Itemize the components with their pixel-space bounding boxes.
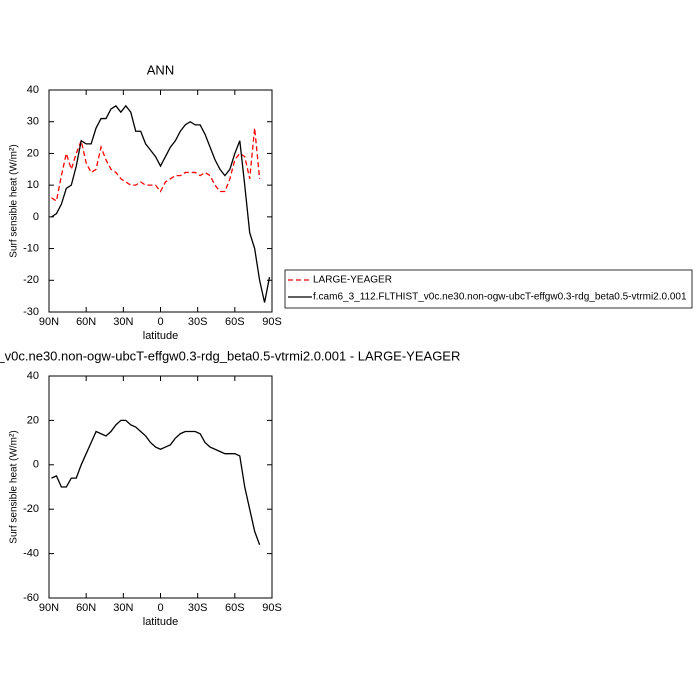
plot-frame [48, 375, 273, 599]
x-tick-label: 0 [157, 316, 163, 328]
y-axis-label: Surf sensible heat (W/m²) [9, 430, 20, 543]
y-tick-label: 20 [27, 414, 39, 426]
legend-label: f.cam6_3_112.FLTHIST_v0c.ne30.non-ogw-ub… [313, 292, 687, 303]
y-tick-label: -10 [23, 242, 39, 254]
x-tick-label: 90S [262, 602, 282, 614]
y-tick-label: 40 [27, 370, 39, 382]
legend-box [284, 269, 693, 309]
x-tick-label: 90S [262, 316, 282, 328]
chart-title: f.cam6_3_112.FLTHIST_v0c.ne30.non-ogw-ub… [0, 348, 460, 363]
x-tick-label: 30S [188, 602, 208, 614]
y-tick-label: 0 [33, 459, 39, 471]
y-axis-label: Surf sensible heat (W/m²) [9, 144, 20, 257]
x-tick-label: 60S [225, 316, 245, 328]
x-axis-label: latitude [143, 330, 178, 342]
plot-frame [48, 89, 273, 313]
y-tick-label: 10 [27, 179, 39, 191]
y-tick-label: 0 [33, 211, 39, 223]
y-tick-label: 20 [27, 147, 39, 159]
x-tick-label: 30S [188, 316, 208, 328]
x-tick-label: 90N [39, 602, 59, 614]
y-tick-label: 40 [27, 84, 39, 96]
series-line [51, 127, 261, 203]
y-tick-label: 30 [27, 116, 39, 128]
series-line [51, 419, 261, 545]
x-tick-label: 60S [225, 602, 245, 614]
y-tick-label: -20 [23, 503, 39, 515]
x-tick-label: 60N [76, 602, 96, 614]
x-tick-label: 30N [113, 602, 133, 614]
x-tick-label: 60N [76, 316, 96, 328]
legend-label: LARGE-YEAGER [313, 275, 392, 286]
y-tick-label: -20 [23, 274, 39, 286]
x-tick-label: 90N [39, 316, 59, 328]
y-tick-label: -30 [23, 306, 39, 318]
series-line [51, 104, 271, 303]
chart-title: ANN [147, 62, 174, 77]
y-tick-label: -40 [23, 548, 39, 560]
y-tick-label: -60 [23, 592, 39, 604]
x-tick-label: 30N [113, 316, 133, 328]
x-axis-label: latitude [143, 616, 178, 628]
x-tick-label: 0 [157, 602, 163, 614]
